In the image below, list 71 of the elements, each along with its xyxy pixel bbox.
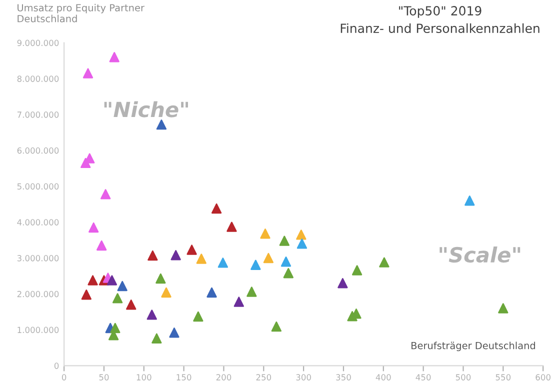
- point: [109, 52, 120, 62]
- y-tick-label: 3.000.000: [17, 255, 59, 262]
- point: [379, 257, 390, 268]
- y-tick-label: 0: [54, 362, 59, 369]
- x-tick-label: 0: [62, 374, 66, 380]
- x-tick-label: 550: [496, 374, 511, 380]
- point: [100, 189, 111, 200]
- y-tick-label: 6.000.000: [17, 147, 59, 154]
- point: [152, 333, 162, 344]
- point: [170, 250, 181, 260]
- point: [81, 290, 92, 300]
- y-axis-title: Umsatz pro Equity Partner Deutschland: [18, 4, 144, 22]
- point: [260, 228, 270, 239]
- point: [169, 328, 180, 338]
- point: [263, 252, 274, 264]
- x-tick-label: 50: [99, 374, 109, 380]
- x-tick-label: 400: [376, 374, 391, 380]
- point: [234, 296, 244, 307]
- y-tick-label: 5.000.000: [17, 183, 59, 190]
- point: [156, 273, 166, 284]
- point: [193, 311, 204, 322]
- point: [156, 119, 167, 130]
- y-tick-label: 8.000.000: [17, 76, 59, 82]
- x-tick-label: 200: [216, 374, 232, 380]
- point: [498, 303, 508, 314]
- point: [338, 278, 348, 288]
- point: [283, 268, 294, 278]
- y-tick-label: 4.000.000: [17, 219, 59, 226]
- x-tick-label: 300: [296, 374, 311, 380]
- point: [246, 286, 257, 297]
- point: [186, 244, 197, 255]
- x-tick-label: 450: [416, 374, 431, 380]
- y-tick-label: 1.000.000: [18, 326, 59, 334]
- x-tick-label: 500: [456, 374, 471, 380]
- point: [464, 196, 475, 206]
- y-tick-label: 2.000.000: [17, 290, 59, 298]
- annotation: "Scale": [440, 246, 520, 263]
- point: [226, 222, 237, 232]
- point: [196, 254, 206, 264]
- chart-title: "Top50" 2019: [399, 6, 482, 18]
- y-tick-label: 7.000.000: [17, 112, 59, 118]
- point: [271, 321, 282, 332]
- point: [96, 240, 107, 251]
- annotation: "Niche": [104, 101, 188, 118]
- x-tick-label: 250: [256, 374, 272, 380]
- point: [161, 287, 172, 298]
- y-tick-label: 9.000.000: [17, 40, 59, 46]
- point: [88, 275, 98, 286]
- point: [126, 300, 136, 310]
- x-tick-label: 600: [536, 374, 550, 380]
- point: [280, 256, 292, 267]
- point: [218, 258, 228, 268]
- point: [279, 236, 290, 246]
- x-axis-title: Berufsträger Deutschland: [412, 342, 536, 352]
- chart-subtitle: Finanz- und Personalkennzahlen: [340, 23, 540, 34]
- x-tick-label: 150: [176, 374, 192, 380]
- x-tick-label: 350: [336, 374, 351, 380]
- point: [82, 68, 94, 78]
- point: [211, 203, 222, 214]
- point: [148, 250, 158, 261]
- point: [296, 230, 306, 240]
- point: [206, 287, 217, 298]
- point: [250, 260, 261, 270]
- point: [296, 238, 308, 249]
- x-tick-label: 100: [136, 374, 152, 380]
- point: [112, 293, 123, 304]
- point: [117, 280, 128, 292]
- point: [352, 265, 362, 276]
- point: [106, 275, 118, 286]
- point: [146, 310, 157, 320]
- point: [88, 222, 99, 233]
